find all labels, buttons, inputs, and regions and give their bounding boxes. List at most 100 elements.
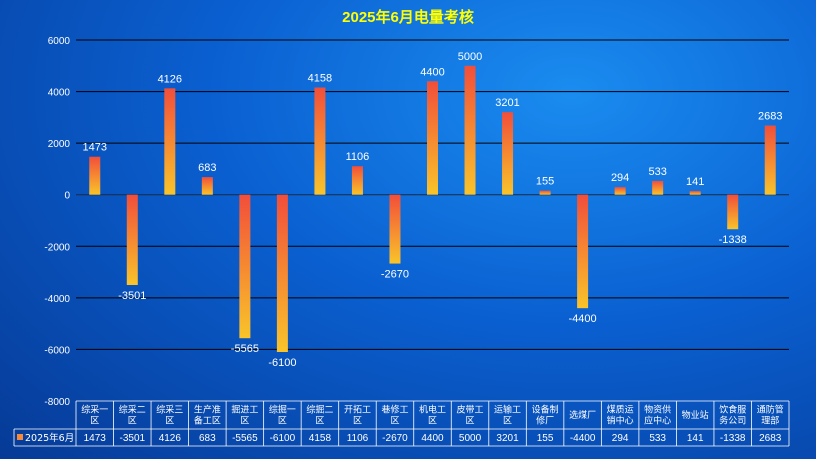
- bar: [427, 81, 438, 195]
- bar: [502, 112, 514, 195]
- category-label: 区: [165, 416, 174, 427]
- category-label: 机电工: [419, 404, 446, 416]
- table-value: 4400: [421, 433, 444, 444]
- bar: [314, 87, 326, 195]
- table-value: -4400: [570, 433, 596, 444]
- category-label: 综采一: [81, 404, 108, 416]
- table-value: 1106: [347, 433, 369, 444]
- category-label: 区: [503, 416, 512, 427]
- category-label: 备工区: [194, 415, 221, 427]
- data-label: -4400: [569, 313, 597, 325]
- data-label: 3201: [495, 97, 519, 109]
- category-label: 选煤厂: [569, 409, 596, 421]
- data-label: 4126: [158, 73, 182, 85]
- bar: [89, 156, 101, 195]
- legend-key: [17, 434, 23, 440]
- y-tick-label: -2000: [44, 242, 70, 253]
- data-label: 1473: [83, 142, 107, 154]
- category-label: 掘进工: [231, 404, 258, 416]
- category-label: 应中心: [644, 415, 671, 427]
- bar: [764, 125, 776, 195]
- category-label: 综掘二: [306, 404, 333, 416]
- bar-series: [89, 65, 776, 353]
- category-label: 销中心: [607, 415, 634, 427]
- data-label: 1106: [346, 151, 370, 163]
- y-tick-label: 4000: [48, 88, 71, 99]
- bar: [201, 177, 213, 195]
- data-label: -5565: [231, 343, 259, 355]
- y-tick-label: -6000: [44, 345, 70, 356]
- bar: [614, 187, 626, 195]
- data-table: 综采一区综采二区综采三区生产准备工区掘进工区综掘一区综掘二区开拓工区巷修工区机电…: [13, 400, 790, 447]
- bar: [126, 194, 138, 285]
- bar: [689, 191, 701, 195]
- table-value: -5565: [232, 433, 258, 444]
- table-value: 533: [649, 433, 666, 444]
- data-label: 4158: [308, 72, 332, 84]
- data-label: 533: [648, 166, 666, 178]
- y-tick-label: -4000: [44, 294, 70, 305]
- category-label: 区: [353, 416, 362, 427]
- category-label: 物资供: [644, 404, 671, 416]
- table-value: 4158: [309, 433, 332, 444]
- category-label: 区: [428, 416, 437, 427]
- category-label: 巷修工: [381, 404, 408, 416]
- category-label: 设备制: [532, 404, 559, 416]
- table-value: 155: [537, 433, 554, 444]
- data-label: -2670: [381, 269, 409, 281]
- data-label: 4400: [420, 66, 444, 78]
- table-value: 1473: [84, 433, 107, 444]
- table-value: -1338: [720, 433, 746, 444]
- y-tick-label: 2000: [48, 139, 71, 150]
- data-label: 155: [536, 176, 554, 188]
- data-labels: 1473 -3501 4126 683 -5565 -6100 4158 1106 -2670 4…: [83, 51, 783, 369]
- bar: [539, 190, 551, 195]
- data-label: 294: [611, 172, 629, 184]
- category-label: 开拓工: [344, 404, 371, 416]
- category-label: 饮食服: [719, 404, 746, 416]
- bar: [464, 65, 476, 195]
- y-tick-label: 0: [64, 191, 70, 202]
- category-label: 区: [240, 416, 249, 427]
- table-value: -2670: [382, 433, 408, 444]
- table-value: 4126: [159, 433, 182, 444]
- bar: [727, 194, 739, 230]
- series-name: 2025年6月: [25, 432, 74, 444]
- bar: [276, 194, 288, 353]
- data-label: 5000: [458, 51, 482, 63]
- bar: [351, 166, 363, 195]
- category-label: 区: [466, 416, 475, 427]
- table-value: -3501: [120, 433, 146, 444]
- data-label: -3501: [118, 290, 146, 302]
- table-value: 3201: [496, 433, 519, 444]
- data-label: -6100: [268, 357, 296, 369]
- y-tick-label: 6000: [48, 36, 71, 47]
- category-label: 综采三: [156, 404, 183, 416]
- category-label: 物业站: [682, 409, 709, 421]
- table-value: -6100: [270, 433, 296, 444]
- table-value: 5000: [459, 433, 482, 444]
- y-tick-label: -8000: [44, 397, 70, 408]
- category-label: 煤质运: [607, 404, 634, 416]
- bar: [389, 194, 401, 264]
- data-label: 2683: [758, 111, 782, 123]
- category-label: 综掘一: [269, 404, 296, 416]
- bar: [652, 180, 664, 195]
- category-label: 理部: [761, 415, 779, 427]
- data-label: 683: [198, 162, 216, 174]
- table-value: 294: [612, 433, 629, 444]
- category-label: 区: [128, 416, 137, 427]
- bar: [577, 194, 589, 309]
- bar: [239, 194, 251, 339]
- category-label: 修厂: [536, 415, 554, 427]
- category-label: 区: [390, 416, 399, 427]
- category-label: 务公司: [719, 415, 746, 427]
- category-label: 通防管: [757, 404, 784, 416]
- category-label: 皮带工: [457, 404, 484, 416]
- category-label: 区: [278, 416, 287, 427]
- table-value: 141: [687, 433, 704, 444]
- table-value: 683: [199, 433, 216, 444]
- category-label: 综采二: [119, 404, 146, 416]
- y-axis: 6000 4000 2000 0 -2000 -4000 -6000 -8000: [44, 36, 70, 408]
- chart-title: 2025年6月电量考核: [342, 9, 474, 26]
